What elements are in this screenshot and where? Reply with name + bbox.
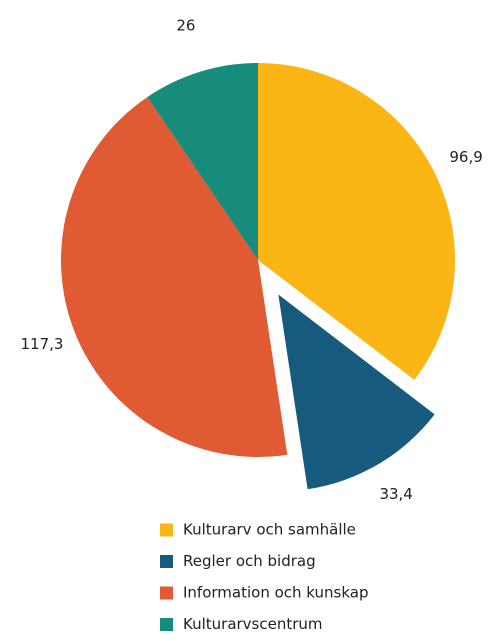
pie-slice — [61, 97, 288, 457]
legend-swatch — [160, 618, 173, 631]
pie-slice — [278, 294, 435, 490]
legend-swatch — [160, 555, 173, 568]
data-label: 96,9 — [449, 148, 482, 166]
legend-label: Kulturarv och samhälle — [183, 521, 356, 539]
legend-label: Kulturarvscentrum — [183, 615, 323, 633]
legend-swatch — [160, 586, 173, 600]
legend-label: Information och kunskap — [183, 584, 369, 602]
legend-swatch — [160, 523, 173, 537]
legend-label: Regler och bidrag — [183, 552, 316, 570]
data-label: 117,3 — [20, 335, 63, 353]
pie-slice — [147, 63, 258, 260]
data-label: 33,4 — [379, 485, 412, 503]
pie-slice — [258, 63, 456, 380]
data-label: 26 — [176, 16, 195, 34]
